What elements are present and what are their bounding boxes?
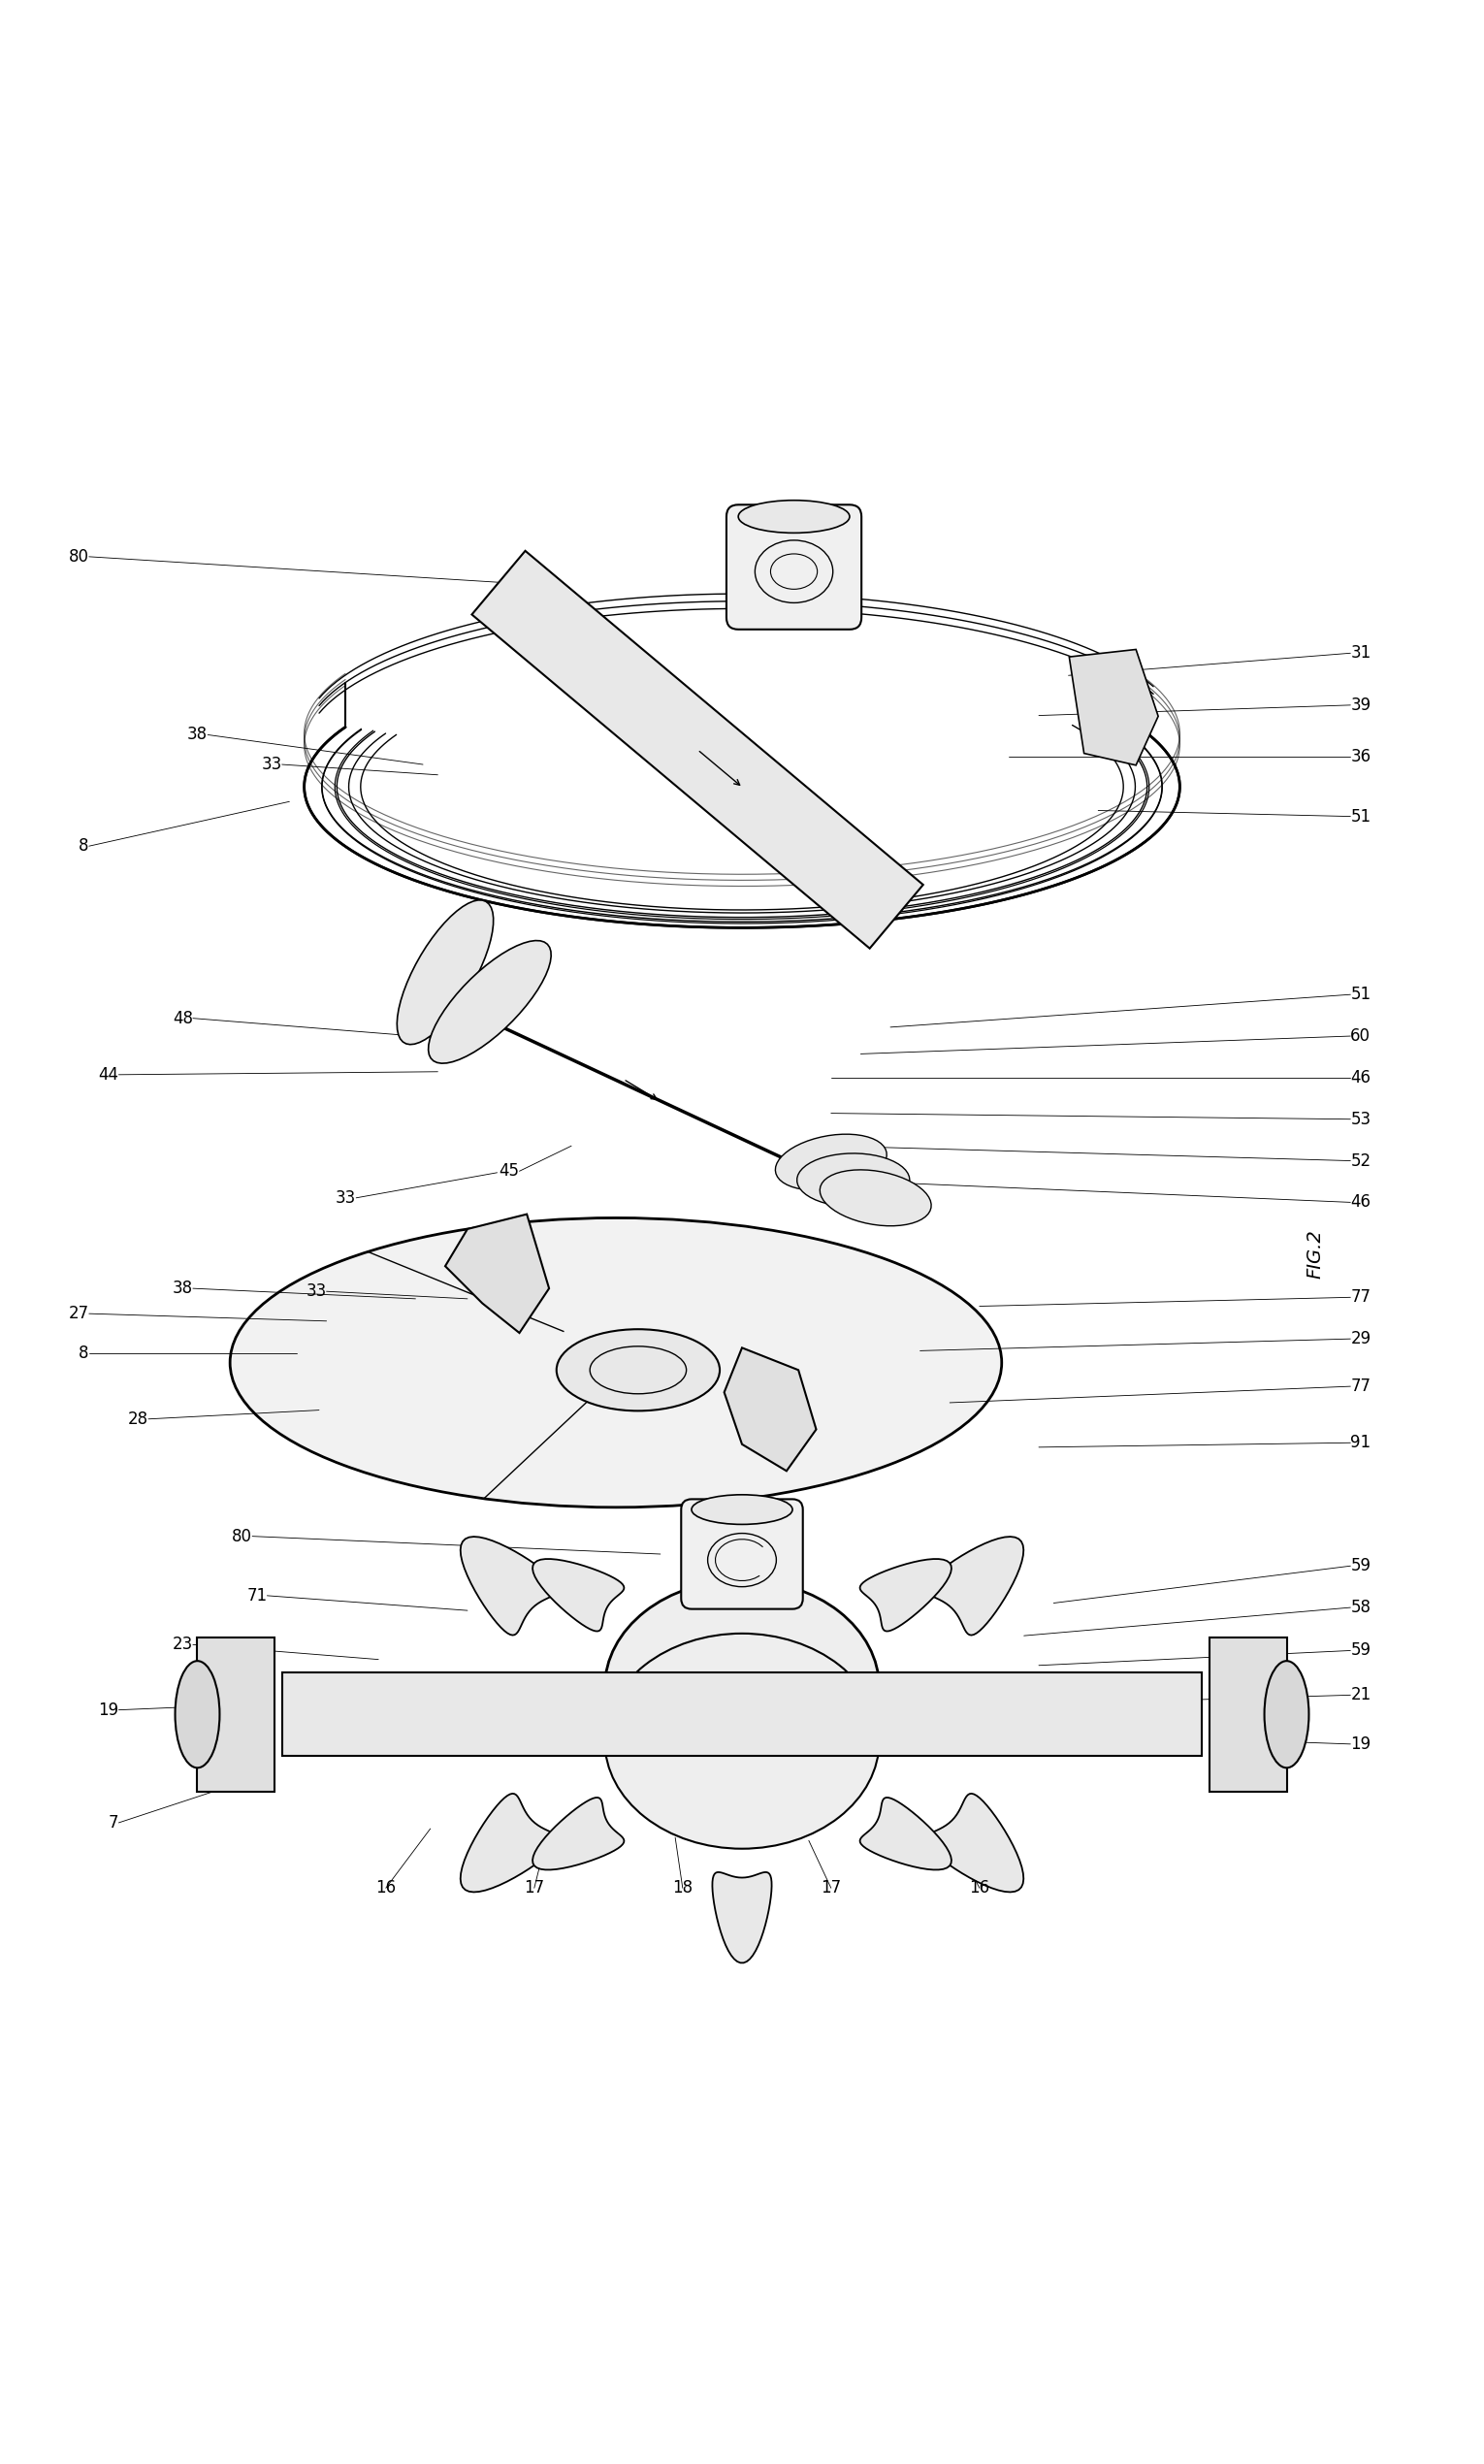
Text: 17: 17 [821, 1880, 841, 1897]
Text: 28: 28 [128, 1409, 148, 1427]
Polygon shape [533, 1799, 625, 1870]
Text: 59: 59 [1350, 1557, 1371, 1574]
Text: 8: 8 [79, 1345, 89, 1363]
Text: 44: 44 [98, 1067, 119, 1084]
Text: 45: 45 [499, 1163, 519, 1180]
Polygon shape [925, 1538, 1024, 1636]
Text: FIG.2: FIG.2 [1306, 1230, 1324, 1279]
Ellipse shape [601, 1584, 883, 1843]
Text: 18: 18 [672, 1880, 693, 1897]
Text: 51: 51 [1350, 986, 1371, 1003]
Polygon shape [533, 1560, 625, 1631]
Text: 7: 7 [108, 1814, 119, 1831]
Text: 91: 91 [1350, 1434, 1371, 1451]
Text: 16: 16 [969, 1880, 990, 1897]
Text: 17: 17 [524, 1880, 545, 1897]
Text: 27: 27 [68, 1306, 89, 1323]
FancyBboxPatch shape [727, 505, 861, 628]
Polygon shape [819, 1170, 932, 1227]
Text: 33: 33 [261, 756, 282, 774]
Polygon shape [429, 941, 551, 1064]
Text: 16: 16 [375, 1880, 396, 1897]
Text: 29: 29 [1350, 1331, 1371, 1348]
Text: 33: 33 [335, 1190, 356, 1207]
Text: 23: 23 [172, 1636, 193, 1653]
Text: 39: 39 [1350, 697, 1371, 715]
Text: 71: 71 [246, 1587, 267, 1604]
Ellipse shape [605, 1579, 879, 1796]
Ellipse shape [230, 1217, 1002, 1508]
Text: 21: 21 [1350, 1685, 1371, 1703]
Text: 31: 31 [1350, 646, 1371, 663]
Text: 59: 59 [1350, 1641, 1371, 1658]
Text: 8: 8 [79, 838, 89, 855]
Text: 77: 77 [1350, 1377, 1371, 1395]
Text: 19: 19 [98, 1700, 119, 1720]
Text: 36: 36 [1350, 749, 1371, 766]
Polygon shape [472, 552, 923, 949]
FancyBboxPatch shape [681, 1498, 803, 1609]
Ellipse shape [556, 1328, 720, 1412]
Text: 38: 38 [172, 1279, 193, 1296]
FancyBboxPatch shape [282, 1673, 1202, 1757]
Polygon shape [460, 1538, 559, 1636]
Text: 77: 77 [1350, 1289, 1371, 1306]
FancyBboxPatch shape [1209, 1636, 1287, 1791]
Ellipse shape [692, 1496, 792, 1525]
Text: 60: 60 [1350, 1027, 1371, 1045]
Ellipse shape [739, 500, 849, 532]
Text: 80: 80 [68, 547, 89, 564]
Text: 53: 53 [1350, 1111, 1371, 1129]
Polygon shape [775, 1133, 887, 1190]
Text: 51: 51 [1350, 808, 1371, 825]
Text: 19: 19 [1350, 1735, 1371, 1752]
FancyBboxPatch shape [197, 1636, 275, 1791]
Text: 33: 33 [306, 1284, 326, 1301]
Polygon shape [859, 1560, 951, 1631]
Text: 48: 48 [172, 1010, 193, 1027]
Ellipse shape [175, 1661, 220, 1767]
Text: 38: 38 [187, 727, 208, 744]
Ellipse shape [1264, 1661, 1309, 1767]
Text: 46: 46 [1350, 1069, 1371, 1087]
Polygon shape [445, 1215, 549, 1333]
Polygon shape [398, 899, 493, 1045]
Text: 46: 46 [1350, 1193, 1371, 1210]
Ellipse shape [605, 1634, 879, 1848]
Polygon shape [724, 1348, 816, 1471]
Text: 52: 52 [1350, 1153, 1371, 1170]
Polygon shape [712, 1873, 772, 1964]
Text: 80: 80 [232, 1528, 252, 1545]
Text: 58: 58 [1350, 1599, 1371, 1616]
Polygon shape [1068, 650, 1158, 766]
Polygon shape [460, 1794, 559, 1892]
Polygon shape [859, 1799, 951, 1870]
Polygon shape [797, 1153, 910, 1207]
Polygon shape [925, 1794, 1024, 1892]
